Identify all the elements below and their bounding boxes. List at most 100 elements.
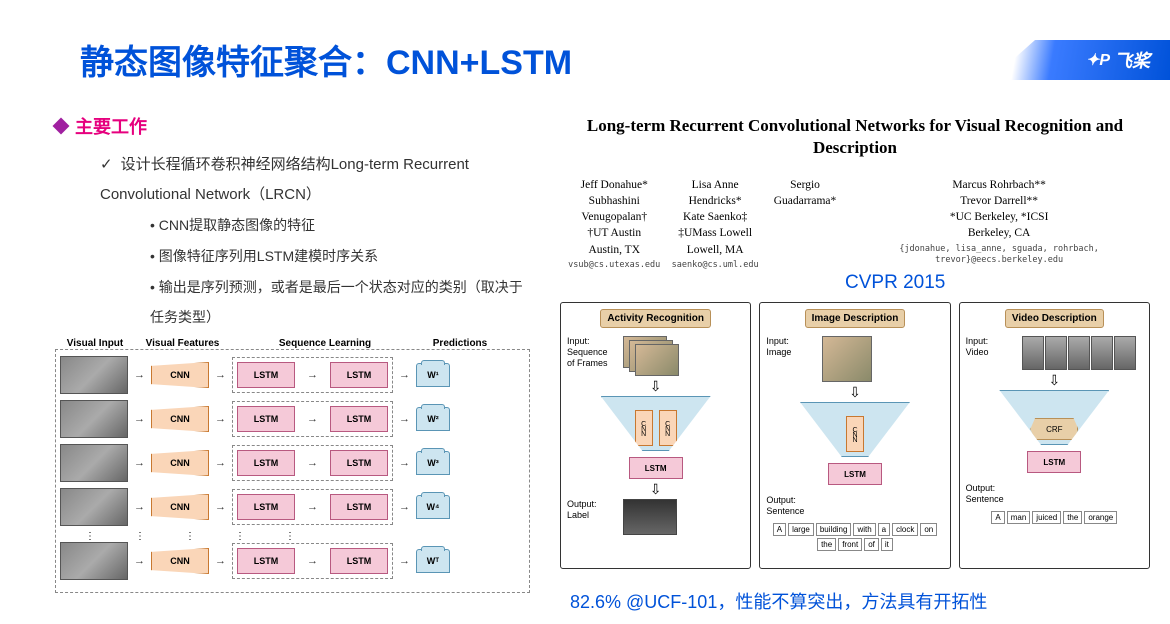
output-word: man xyxy=(1007,511,1031,524)
prediction-block: W³ xyxy=(416,451,450,475)
author-col-4: Marcus Rohrbach** Trevor Darrell** *UC B… xyxy=(848,177,1150,271)
section-heading: 主要工作 xyxy=(55,113,147,139)
output-label: Output: Sentence xyxy=(766,495,816,517)
lstm-group: LSTM→LSTM xyxy=(232,357,393,393)
author-name: Kate Saenko‡ xyxy=(668,209,761,225)
arrow-right-icon: → xyxy=(215,369,226,381)
author-loc: Berkeley, CA xyxy=(848,225,1150,241)
diagram-headers: Visual Input Visual Features Sequence Le… xyxy=(55,338,530,349)
arrow-right-icon: → xyxy=(399,501,410,513)
paper-authors: Jeff Donahue* Subhashini Venugopalan† †U… xyxy=(560,177,1150,271)
output-word: on xyxy=(920,523,937,536)
frame-thumb xyxy=(60,542,128,580)
prediction-block: W² xyxy=(416,407,450,431)
output-word: building xyxy=(816,523,852,536)
cnn-block: CNN xyxy=(151,548,209,574)
output-word: A xyxy=(773,523,786,536)
cnn-block: CNN xyxy=(151,406,209,432)
lstm-block: LSTM xyxy=(629,457,683,479)
lstm-block: LSTM xyxy=(828,463,882,485)
brand-logo: ✦P 飞桨 xyxy=(990,40,1170,80)
frame-thumb xyxy=(60,356,128,394)
panel-title: Image Description xyxy=(805,309,906,328)
prediction-block: Wᵀ xyxy=(416,549,450,573)
lstm-block: LSTM xyxy=(1027,451,1081,473)
frame-thumb xyxy=(60,400,128,438)
output-label: Output: Sentence xyxy=(966,483,1016,505)
author-name: Subhashini Venugopalan† xyxy=(560,193,668,225)
author-name: Marcus Rohrbach** xyxy=(848,177,1150,193)
logo-glyph: ✦P xyxy=(1086,50,1110,70)
arrow-right-icon: → xyxy=(134,555,145,567)
cnn-block: CNN xyxy=(659,410,677,446)
bullet-sub2: 图像特征序列用LSTM建模时序关系 xyxy=(159,248,378,264)
arrow-right-icon: → xyxy=(399,555,410,567)
lstm-group: LSTM→LSTM xyxy=(232,489,393,525)
paper-header: Long-term Recurrent Convolutional Networ… xyxy=(560,115,1150,272)
arrow-right-icon: → xyxy=(215,501,226,513)
output-label: Output: Label xyxy=(567,499,617,521)
header-visual-features: Visual Features xyxy=(135,338,230,349)
arrow-right-icon: → xyxy=(307,457,318,469)
diagram-row: →CNN→LSTM→LSTM→W³ xyxy=(60,444,525,482)
cnn-block: CNN xyxy=(846,416,864,452)
lstm-block: LSTM xyxy=(330,548,388,574)
input-video-icon xyxy=(1022,336,1136,370)
bullet-sub3: 输出是序列预测，或者是最后一个状态对应的类别（取决于任务类型） xyxy=(150,279,523,326)
input-label: Input: Video xyxy=(966,336,1016,358)
output-thumb-icon xyxy=(623,499,677,535)
lstm-block: LSTM xyxy=(330,494,388,520)
author-inst: *UC Berkeley, *ICSI xyxy=(848,209,1150,225)
panel-image-description: Image Description Input: Image ⇩ CNN LST… xyxy=(759,302,950,569)
diamond-icon xyxy=(53,118,70,135)
arrow-right-icon: → xyxy=(134,501,145,513)
output-word: orange xyxy=(1084,511,1117,524)
lstm-group: LSTM → LSTM xyxy=(232,445,393,481)
panel-title: Video Description xyxy=(1005,309,1104,328)
author-col-1: Jeff Donahue* Subhashini Venugopalan† †U… xyxy=(560,177,668,271)
page-title: 静态图像特征聚合：CNN+LSTM xyxy=(80,35,572,84)
lstm-block: LSTM xyxy=(330,450,388,476)
panel-activity-recognition: Activity Recognition Input: Sequence of … xyxy=(560,302,751,569)
check-icon: ✓ xyxy=(100,156,113,173)
diagram-row: →CNN→LSTM→LSTM→Wᵀ xyxy=(60,542,525,580)
venue-label: CVPR 2015 xyxy=(845,272,945,294)
logo-text: 飞桨 xyxy=(1114,47,1150,73)
lstm-group: LSTM→LSTM xyxy=(232,543,393,579)
lstm-block: LSTM xyxy=(237,450,295,476)
arrow-right-icon: → xyxy=(307,501,318,513)
output-word: the xyxy=(1063,511,1082,524)
arrow-right-icon: → xyxy=(215,555,226,567)
funnel-shape: CNN CNN xyxy=(601,396,711,451)
header-predictions: Predictions xyxy=(420,338,500,349)
arrow-right-icon: → xyxy=(215,413,226,425)
arrow-right-icon: → xyxy=(215,457,226,469)
output-word: with xyxy=(853,523,875,536)
diagram-row: →CNN→LSTM→LSTM→W² xyxy=(60,400,525,438)
arrow-down-icon: ⇩ xyxy=(650,485,662,493)
arrow-right-icon: → xyxy=(307,555,318,567)
funnel-shape: CRF xyxy=(999,390,1109,445)
arrow-down-icon: ⇩ xyxy=(849,388,861,396)
header-sequence-learning: Sequence Learning xyxy=(230,338,420,349)
output-word: front xyxy=(838,538,862,551)
author-col-2: Lisa Anne Hendricks* Kate Saenko‡ ‡UMass… xyxy=(668,177,761,271)
cnn-block: CNN xyxy=(151,494,209,520)
prediction-block: W⁴ xyxy=(416,495,450,519)
funnel-shape: CNN xyxy=(800,402,910,457)
frame-thumb xyxy=(60,444,128,482)
input-frames-icon xyxy=(623,336,679,376)
bottom-note: 82.6% @UCF-101，性能不算突出，方法具有开拓性 xyxy=(570,588,987,614)
output-word: a xyxy=(878,523,890,536)
output-word: it xyxy=(881,538,893,551)
bullet-sub1: CNN提取静态图像的特征 xyxy=(159,217,315,233)
bullet-main: 设计长程循环卷积神经网络结构Long-term Recurrent Convol… xyxy=(100,156,469,203)
arrow-right-icon: → xyxy=(134,413,145,425)
arrow-right-icon: → xyxy=(399,369,410,381)
diagram-row: →CNN→LSTM→LSTM→W¹ xyxy=(60,356,525,394)
author-name: Trevor Darrell** xyxy=(848,193,1150,209)
cnn-block: CNN xyxy=(635,410,653,446)
arrow-right-icon: → xyxy=(134,457,145,469)
arrow-right-icon: → xyxy=(134,369,145,381)
author-inst: †UT Austin xyxy=(560,225,668,241)
